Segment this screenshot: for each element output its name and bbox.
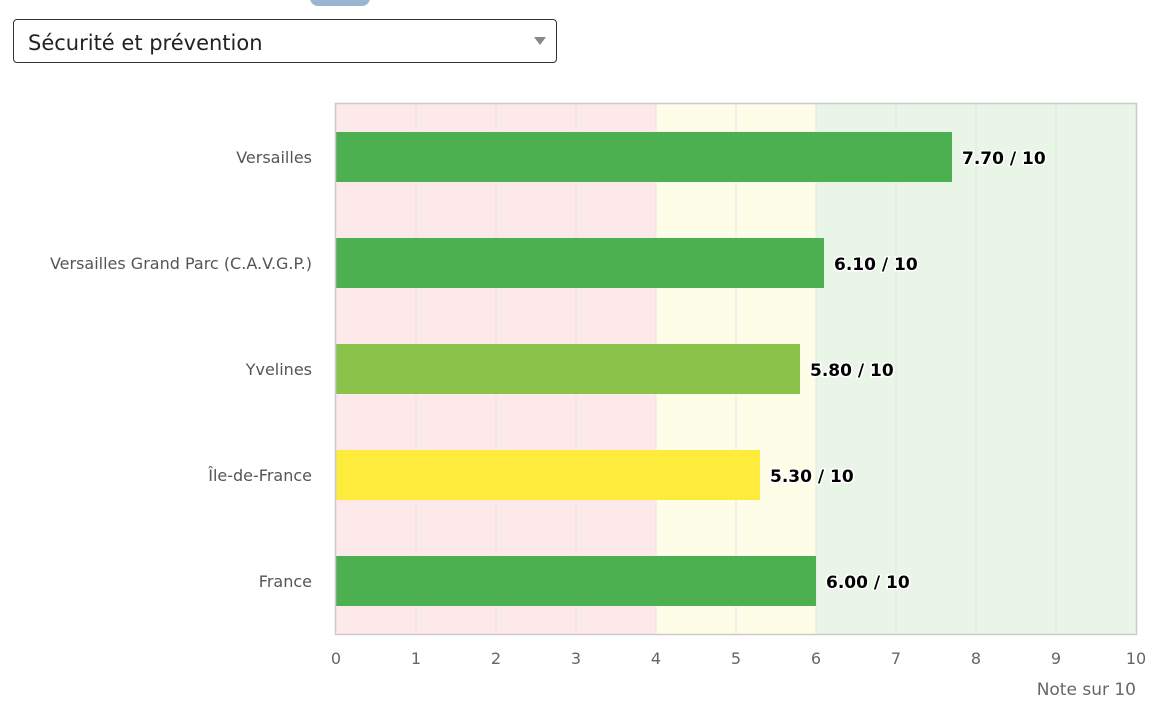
- data-labels: 7.70 / 10 6.10 / 10 5.80 / 10 5.30 / 10 6.00…: [769, 148, 1048, 595]
- data-label-2: 5.80 / 10: [810, 361, 894, 381]
- theme-select-value: Sécurité et prévention: [28, 31, 263, 55]
- chevron-down-icon[interactable]: [534, 37, 546, 45]
- x-axis-ticks: 0 1 2 3 4 5 6 7 8 9 10: [331, 649, 1146, 668]
- x-tick-label-10: 10: [1126, 649, 1146, 668]
- bar-4: [336, 556, 816, 606]
- data-label-1: 6.10 / 10: [834, 255, 918, 275]
- chart-bars: [336, 132, 952, 606]
- x-tick-label-8: 8: [971, 649, 981, 668]
- x-tick-label-9: 9: [1051, 649, 1061, 668]
- bar-2: [336, 344, 800, 394]
- x-tick-label-2: 2: [491, 649, 501, 668]
- category-labels: Versailles Versailles Grand Parc (C.A.V.G…: [50, 148, 312, 591]
- category-label-4: France: [259, 572, 312, 591]
- x-tick-label-1: 1: [411, 649, 421, 668]
- page-heading-fragment: [310, 0, 380, 6]
- theme-select[interactable]: Sécurité et prévention: [13, 19, 557, 63]
- bar-0: [336, 132, 952, 182]
- x-tick-label-4: 4: [651, 649, 661, 668]
- x-tick-label-3: 3: [571, 649, 581, 668]
- data-label-4: 6.00 / 10: [826, 573, 910, 593]
- category-label-0: Versailles: [236, 148, 312, 167]
- category-label-2: Yvelines: [245, 360, 312, 379]
- x-tick-label-0: 0: [331, 649, 341, 668]
- x-tick-label-7: 7: [891, 649, 901, 668]
- bar-3: [336, 450, 760, 500]
- x-axis-title: Note sur 10: [1037, 680, 1136, 700]
- data-label-0: 7.70 / 10: [962, 149, 1046, 169]
- category-label-3: Île-de-France: [207, 466, 312, 485]
- x-tick-label-5: 5: [731, 649, 741, 668]
- plot-border: [334, 102, 1138, 636]
- x-tick-label-6: 6: [811, 649, 821, 668]
- bar-1: [336, 238, 824, 288]
- category-label-1: Versailles Grand Parc (C.A.V.G.P.): [50, 254, 312, 273]
- data-label-3: 5.30 / 10: [770, 467, 854, 487]
